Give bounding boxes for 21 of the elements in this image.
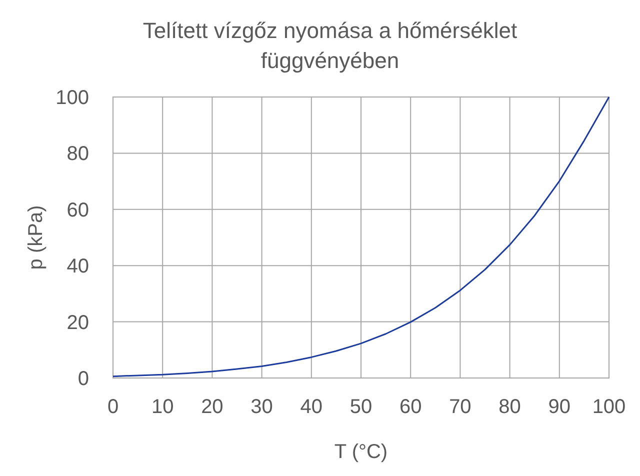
y-tick-label: 100 [56,87,89,109]
x-tick-label: 20 [201,396,224,418]
x-tick-label: 90 [548,396,571,418]
y-tick-label: 0 [78,368,89,390]
x-tick-label: 50 [350,396,372,418]
y-axis-title: p (kPa) [25,205,47,270]
chart-title: Telített vízgőz nyomása a hőmérséklet függvényében [142,18,518,73]
x-tick-label: 80 [498,396,521,418]
y-tick-label: 60 [66,199,89,222]
x-axis-title: T (°C) [334,441,388,463]
y-tick-label: 20 [66,312,89,334]
y-tick-label: 80 [66,143,89,166]
x-tick-label: 40 [300,396,323,418]
x-tick-label: 30 [250,396,273,418]
line-series [112,96,610,378]
x-tick-label: 100 [592,396,626,418]
x-tick-label: 70 [449,396,472,418]
y-tick-label: 40 [66,256,89,278]
x-tick-label: 0 [107,396,119,418]
x-tick-label: 10 [151,396,174,418]
x-tick-label: 60 [399,396,422,418]
